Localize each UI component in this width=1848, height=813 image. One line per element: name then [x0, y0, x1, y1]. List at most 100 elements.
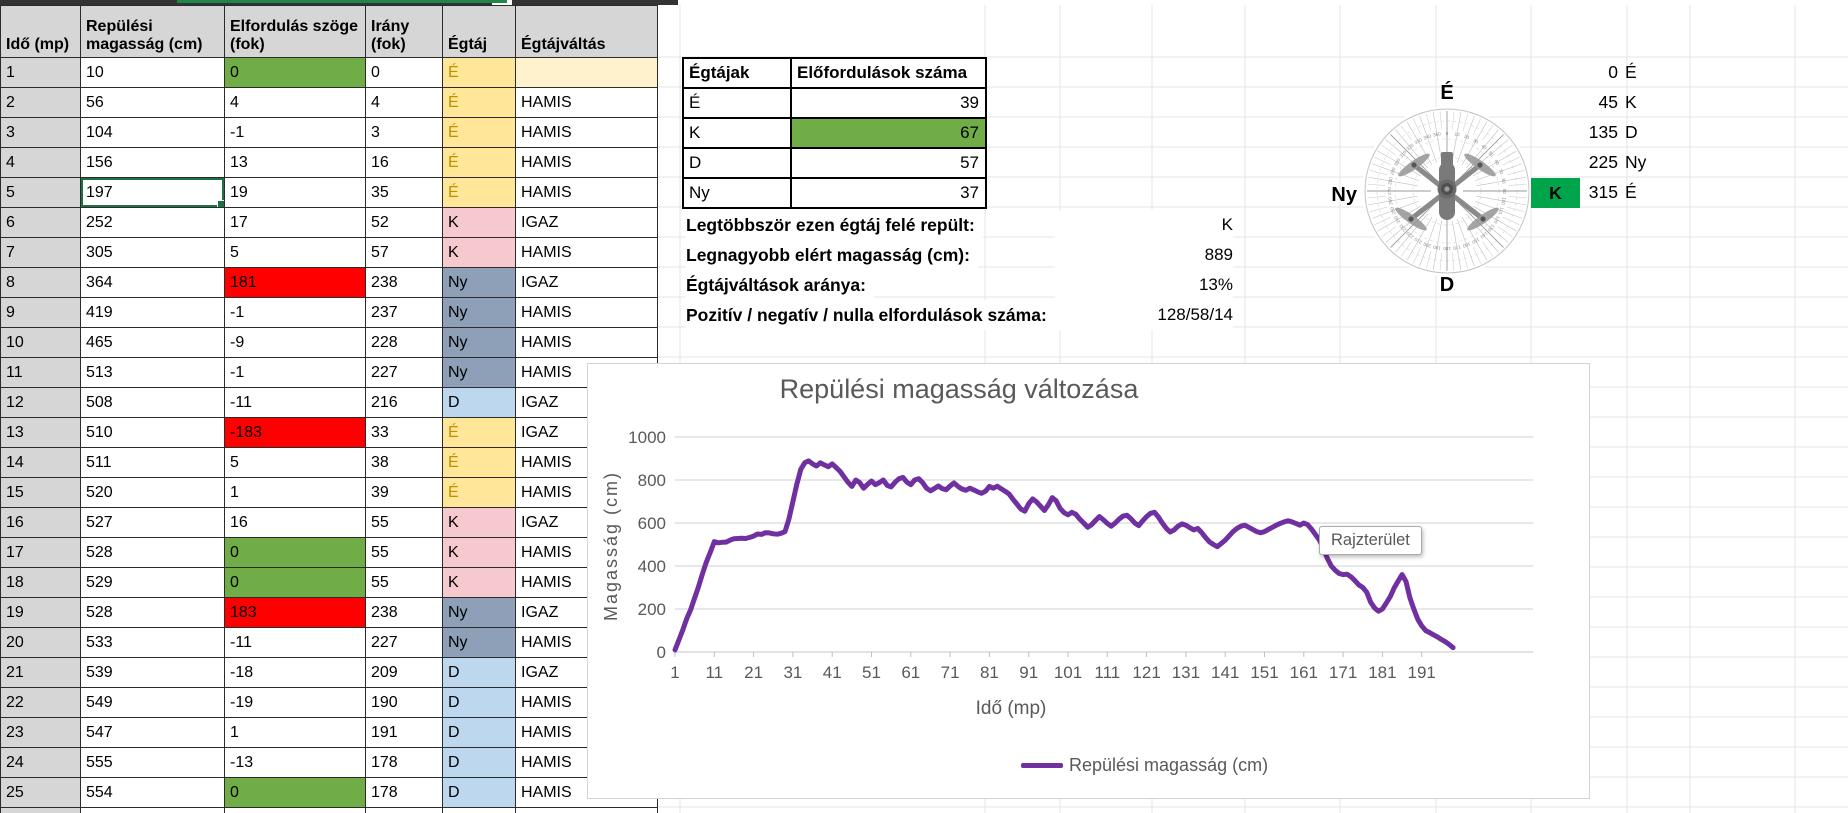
angle-cell[interactable]: 0	[225, 568, 366, 598]
heading-cell[interactable]: 237	[366, 298, 443, 328]
compass-cell[interactable]: Ny	[443, 268, 516, 298]
height-cell[interactable]: 547	[81, 718, 225, 748]
angle-cell[interactable]: -9	[225, 328, 366, 358]
column-header[interactable]: Idő (mp)	[1, 6, 81, 58]
angle-cell[interactable]: -11	[225, 388, 366, 418]
direction-degrees[interactable]: 225	[1588, 152, 1618, 172]
heading-cell[interactable]: 33	[366, 418, 443, 448]
angle-cell[interactable]: -1	[225, 118, 366, 148]
stat-value[interactable]: K	[1055, 210, 1233, 240]
column-header[interactable]: Elfordulás szöge (fok)	[225, 6, 366, 58]
heading-cell[interactable]: 238	[366, 268, 443, 298]
row-number-cell[interactable]: 21	[1, 658, 81, 688]
summary-direction-cell[interactable]: É	[684, 89, 792, 119]
direction-degrees[interactable]: 135	[1588, 122, 1618, 142]
heading-cell[interactable]: 57	[366, 238, 443, 268]
direction-degrees[interactable]: 315	[1588, 182, 1618, 202]
angle-cell[interactable]: -18	[225, 658, 366, 688]
compass-cell[interactable]: D	[443, 748, 516, 778]
angle-cell[interactable]: 0	[225, 538, 366, 568]
angle-cell[interactable]: 5	[225, 238, 366, 268]
row-number-cell[interactable]: 24	[1, 748, 81, 778]
row-number-cell[interactable]: 12	[1, 388, 81, 418]
heading-cell[interactable]: 238	[366, 598, 443, 628]
change-cell[interactable]: HAMIS	[516, 238, 658, 268]
height-cell[interactable]: 533	[81, 628, 225, 658]
change-cell[interactable]: HAMIS	[516, 178, 658, 208]
row-number-cell[interactable]: 17	[1, 538, 81, 568]
height-cell[interactable]: 549	[81, 688, 225, 718]
heading-cell[interactable]: 178	[366, 778, 443, 808]
angle-cell[interactable]: 0	[225, 58, 366, 88]
heading-cell[interactable]: 3	[366, 118, 443, 148]
compass-cell[interactable]: É	[443, 58, 516, 88]
row-number-cell[interactable]: 14	[1, 448, 81, 478]
height-cell[interactable]: 252	[81, 208, 225, 238]
compass-cell[interactable]: Ny	[443, 628, 516, 658]
height-cell[interactable]: 539	[81, 658, 225, 688]
angle-cell[interactable]: -1	[225, 298, 366, 328]
heading-cell[interactable]: 55	[366, 508, 443, 538]
height-cell[interactable]: 520	[81, 478, 225, 508]
column-header[interactable]: Égtáj	[443, 6, 516, 58]
heading-cell[interactable]: 55	[366, 538, 443, 568]
row-number-cell[interactable]: 9	[1, 298, 81, 328]
height-cell[interactable]: 510	[81, 418, 225, 448]
row-number-cell[interactable]: 18	[1, 568, 81, 598]
change-cell[interactable]	[516, 58, 658, 88]
height-cell[interactable]: 156	[81, 148, 225, 178]
heading-cell[interactable]: 52	[366, 208, 443, 238]
row-number-cell[interactable]: 20	[1, 628, 81, 658]
height-cell[interactable]: 364	[81, 268, 225, 298]
heading-cell[interactable]: 55	[366, 568, 443, 598]
stat-label[interactable]: Legnagyobb elért magasság (cm):	[686, 240, 978, 270]
row-number-cell[interactable]: 13	[1, 418, 81, 448]
compass-east-cell[interactable]: K	[1531, 178, 1580, 208]
heading-cell[interactable]: 227	[366, 628, 443, 658]
row-number-cell[interactable]: 11	[1, 358, 81, 388]
height-cell[interactable]: 529	[81, 568, 225, 598]
change-cell[interactable]: HAMIS	[516, 118, 658, 148]
compass-cell[interactable]: D	[443, 658, 516, 688]
selection-fill-handle[interactable]	[217, 200, 224, 207]
angle-cell[interactable]: 1	[225, 478, 366, 508]
heading-cell[interactable]: 35	[366, 178, 443, 208]
summary-count-cell[interactable]: 67	[792, 119, 987, 149]
height-cell[interactable]: 104	[81, 118, 225, 148]
heading-cell[interactable]: 227	[366, 358, 443, 388]
summary-count-cell[interactable]: 57	[792, 149, 987, 179]
angle-cell[interactable]: 17	[225, 208, 366, 238]
heading-cell[interactable]: 190	[366, 688, 443, 718]
summary-count-cell[interactable]: 37	[792, 179, 987, 209]
row-number-cell[interactable]: 7	[1, 238, 81, 268]
angle-cell[interactable]: 19	[225, 178, 366, 208]
compass-cell[interactable]: É	[443, 148, 516, 178]
compass-cell[interactable]: Ny	[443, 328, 516, 358]
angle-cell[interactable]: 4	[225, 88, 366, 118]
row-number-cell[interactable]: 22	[1, 688, 81, 718]
row-number-cell[interactable]: 6	[1, 208, 81, 238]
compass-cell[interactable]: Ny	[443, 298, 516, 328]
row-number-cell[interactable]: 8	[1, 268, 81, 298]
heading-cell[interactable]: 228	[366, 328, 443, 358]
height-cell[interactable]: 305	[81, 238, 225, 268]
heading-cell[interactable]: 191	[366, 718, 443, 748]
height-cell[interactable]: 56	[81, 88, 225, 118]
angle-cell[interactable]: -11	[225, 628, 366, 658]
summary-direction-cell[interactable]: D	[684, 149, 792, 179]
angle-cell[interactable]: 0	[225, 778, 366, 808]
stat-label[interactable]: Legtöbbször ezen égtáj felé repült:	[686, 210, 983, 240]
change-cell[interactable]: IGAZ	[516, 208, 658, 238]
row-number-cell[interactable]: 19	[1, 598, 81, 628]
angle-cell[interactable]: -13	[225, 748, 366, 778]
angle-cell[interactable]: 181	[225, 268, 366, 298]
angle-cell[interactable]: 183	[225, 598, 366, 628]
flight-height-chart[interactable]: 0 200 400 600 800 1000 1 11 21 31 41 51 61 71 81 91 101 1…	[587, 363, 1590, 799]
empty-cell[interactable]	[81, 808, 225, 813]
change-cell[interactable]: HAMIS	[516, 298, 658, 328]
chart-legend[interactable]: Repülési magasság (cm)	[1021, 755, 1268, 776]
height-cell[interactable]: 511	[81, 448, 225, 478]
compass-cell[interactable]: K	[443, 208, 516, 238]
empty-cell[interactable]	[1, 808, 81, 813]
heading-cell[interactable]: 216	[366, 388, 443, 418]
